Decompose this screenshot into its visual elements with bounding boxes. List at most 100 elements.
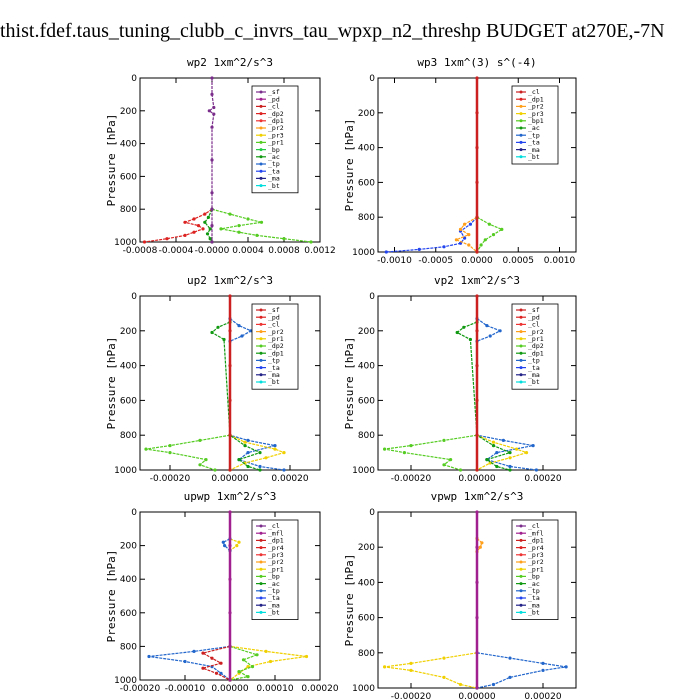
data-point: [478, 545, 482, 549]
legend-label: _bt: [528, 153, 540, 161]
y-axis-label: Pressure [hPa]: [343, 554, 356, 647]
series-dp1: [456, 321, 512, 471]
x-tick-label: -0.00020: [150, 474, 191, 484]
data-point: [475, 545, 479, 549]
data-point: [201, 666, 205, 670]
data-point: [442, 463, 446, 467]
data-point: [475, 468, 479, 472]
legend-marker: [259, 567, 263, 571]
data-point: [534, 468, 539, 472]
legend-label: _pd: [268, 313, 280, 321]
legend: _sf_pd_cl_pr2_pr1_dp2_dp1_tp_ta_ma_bt: [251, 303, 299, 390]
legend-marker: [259, 133, 263, 137]
panel-3: up2 1xm^2/s^3 Pressure [hPa] 0 200 400 600 800…: [105, 274, 321, 484]
legend-label: _dp1: [528, 95, 544, 103]
legend-label: _dp2: [528, 342, 544, 350]
x-tick-label: -0.00010: [165, 684, 206, 694]
legend-marker: [519, 119, 523, 123]
x-tick-label: 0.00000: [211, 684, 248, 694]
data-point: [508, 464, 512, 469]
legend-label: _mfl: [528, 529, 544, 537]
x-tick-label: 0.00020: [271, 474, 308, 484]
legend-label: _ta: [268, 364, 280, 372]
data-point: [192, 230, 196, 234]
data-point: [165, 237, 169, 241]
data-point: [475, 111, 479, 115]
y-tick-label: 400: [120, 575, 137, 585]
series-ta: [386, 216, 478, 253]
data-point: [210, 191, 214, 195]
legend-label: _pr3: [528, 110, 544, 118]
series-dp2: [384, 434, 478, 471]
legend-marker: [519, 567, 523, 571]
legend-marker: [519, 524, 523, 528]
legend-marker: [519, 560, 523, 564]
data-point: [219, 671, 223, 675]
legend-marker: [259, 366, 263, 370]
series-pr2: [476, 537, 483, 552]
panel-title: vp2 1xm^2/s^3: [434, 274, 520, 287]
data-point: [487, 222, 491, 226]
x-tick-label: -0.00020: [120, 684, 161, 694]
panel-5: upwp 1xm^2/s^3 Pressure [hPa] 0 200 400 600 80…: [105, 490, 339, 694]
data-point: [402, 451, 406, 455]
data-point: [475, 651, 479, 655]
y-axis-label: Pressure [hPa]: [105, 550, 118, 643]
legend-marker: [259, 112, 263, 116]
legend-marker: [519, 373, 523, 377]
data-point: [259, 220, 264, 224]
data-point: [495, 464, 499, 469]
data-point: [210, 125, 214, 129]
legend-label: _cl: [268, 103, 280, 111]
legend-marker: [259, 322, 263, 326]
legend-box: [251, 85, 299, 194]
legend-label: _ma: [528, 146, 540, 154]
data-point: [192, 649, 196, 654]
legend-marker: [519, 380, 523, 384]
y-tick-label: 600: [120, 396, 137, 406]
data-point: [219, 227, 223, 231]
data-point: [228, 433, 232, 437]
legend: _cl_dp1_pr2_pr3_bp1_ac_tp_ta_ma_bt: [511, 85, 559, 165]
data-point: [515, 447, 519, 451]
data-point: [501, 438, 505, 442]
data-point: [210, 158, 214, 162]
data-point: [475, 146, 479, 150]
legend-label: _bt: [528, 609, 540, 617]
data-point: [524, 451, 529, 455]
data-point: [541, 668, 545, 673]
x-tick-label: -0.00020: [391, 474, 432, 484]
legend-label: _ta: [528, 139, 540, 147]
data-point: [268, 659, 273, 664]
y-tick-label: 800: [120, 642, 137, 652]
y-tick-label: 0: [369, 292, 375, 302]
y-axis-label: Pressure [hPa]: [343, 337, 356, 430]
legend-label: _pr1: [268, 139, 284, 147]
panel-title: vpwp 1xm^2/s^3: [431, 490, 524, 503]
y-tick-label: 800: [358, 649, 375, 659]
data-point: [250, 665, 255, 669]
legend-label: _ma: [268, 601, 280, 609]
data-point: [168, 451, 172, 455]
legend: _cl_mfl_dp1_pr4_pr3_pr2_pr1_bp_ac_tp_ta_…: [511, 519, 559, 620]
legend-label: _bp: [268, 146, 280, 154]
legend-label: _cl: [528, 88, 540, 96]
legend-label: _pr1: [268, 565, 284, 573]
legend-label: _dp1: [268, 117, 284, 125]
data-point: [564, 665, 568, 669]
legend-marker: [519, 546, 523, 550]
data-point: [144, 447, 148, 451]
data-point: [216, 325, 220, 329]
y-tick-label: 0: [131, 74, 137, 84]
legend-label: _pr2: [268, 124, 284, 132]
y-tick-label: 200: [120, 542, 137, 552]
x-tick-label: 0.00010: [256, 684, 293, 694]
data-point: [183, 220, 187, 224]
data-point: [192, 217, 196, 221]
x-tick-label: 0.00000: [458, 692, 495, 700]
data-point: [210, 207, 214, 211]
legend-label: _tp: [268, 587, 280, 595]
y-tick-label: 400: [358, 144, 375, 154]
data-point: [454, 238, 458, 242]
data-point: [383, 447, 387, 451]
